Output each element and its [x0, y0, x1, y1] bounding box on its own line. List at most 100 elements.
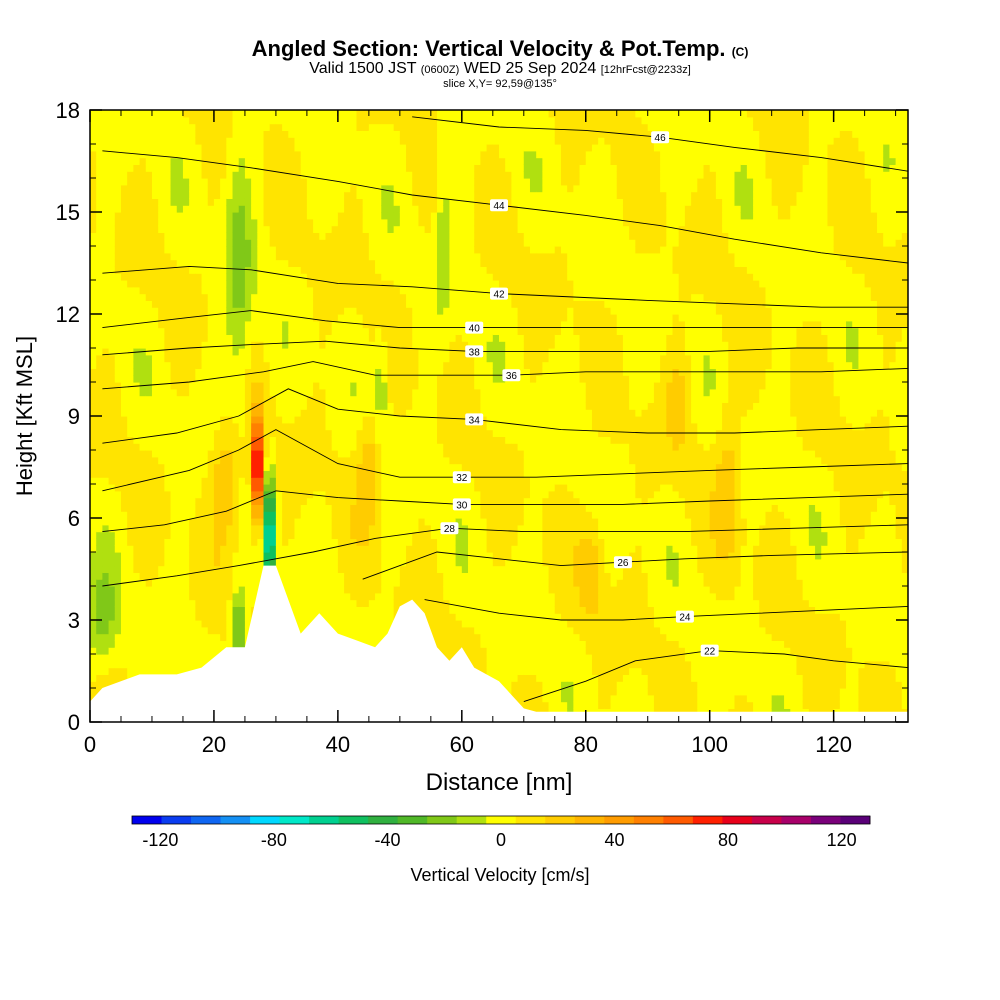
velocity-cell: [412, 430, 419, 437]
velocity-cell: [158, 606, 165, 613]
velocity-cell: [276, 423, 283, 430]
velocity-cell: [394, 362, 401, 369]
velocity-cell: [313, 566, 320, 573]
velocity-cell: [214, 600, 221, 607]
velocity-cell: [425, 266, 432, 273]
velocity-cell: [356, 124, 363, 131]
velocity-cell: [90, 110, 97, 117]
velocity-cell: [276, 266, 283, 273]
velocity-cell: [195, 280, 202, 287]
velocity-cell: [102, 130, 109, 137]
velocity-cell: [369, 457, 376, 464]
velocity-cell: [189, 164, 196, 171]
velocity-cell: [115, 130, 122, 137]
velocity-cell: [158, 525, 165, 532]
velocity-cell: [375, 477, 382, 484]
velocity-cell: [133, 613, 140, 620]
velocity-cell: [375, 511, 382, 518]
velocity-cell: [152, 382, 159, 389]
velocity-cell: [412, 124, 419, 131]
velocity-cell: [121, 226, 128, 233]
velocity-cell: [338, 307, 345, 314]
velocity-cell: [270, 416, 277, 423]
velocity-cell: [183, 117, 190, 124]
velocity-cell: [164, 389, 171, 396]
velocity-cell: [233, 300, 240, 307]
velocity-cell: [102, 668, 109, 675]
velocity-cell: [418, 341, 425, 348]
velocity-cell: [356, 409, 363, 416]
velocity-cell: [264, 124, 271, 131]
velocity-cell: [171, 423, 178, 430]
velocity-cell: [412, 178, 419, 185]
velocity-cell: [251, 572, 258, 579]
velocity-cell: [325, 212, 332, 219]
velocity-cell: [276, 294, 283, 301]
velocity-cell: [239, 280, 246, 287]
velocity-cell: [146, 273, 153, 280]
velocity-cell: [307, 219, 314, 226]
velocity-cell: [319, 389, 326, 396]
velocity-cell: [418, 260, 425, 267]
velocity-cell: [90, 314, 97, 321]
velocity-cell: [332, 287, 339, 294]
velocity-cell: [140, 185, 147, 192]
velocity-cell: [171, 219, 178, 226]
velocity-cell: [202, 613, 209, 620]
velocity-cell: [90, 498, 97, 505]
velocity-cell: [282, 518, 289, 525]
velocity-cell: [189, 321, 196, 328]
velocity-cell: [90, 192, 97, 199]
velocity-cell: [313, 328, 320, 335]
velocity-cell: [115, 525, 122, 532]
velocity-cell: [375, 246, 382, 253]
velocity-cell: [412, 586, 419, 593]
velocity-cell: [220, 477, 227, 484]
velocity-cell: [133, 661, 140, 668]
velocity-cell: [400, 538, 407, 545]
velocity-cell: [381, 491, 388, 498]
velocity-cell: [295, 110, 302, 117]
velocity-cell: [400, 117, 407, 124]
velocity-cell: [282, 566, 289, 573]
velocity-cell: [239, 491, 246, 498]
velocity-cell: [400, 552, 407, 559]
velocity-cell: [418, 443, 425, 450]
velocity-cell: [394, 559, 401, 566]
velocity-cell: [270, 280, 277, 287]
velocity-cell: [115, 443, 122, 450]
velocity-cell: [146, 164, 153, 171]
velocity-cell: [202, 355, 209, 362]
velocity-cell: [202, 620, 209, 627]
velocity-cell: [282, 144, 289, 151]
velocity-cell: [332, 443, 339, 450]
velocity-cell: [406, 239, 413, 246]
velocity-cell: [171, 600, 178, 607]
velocity-cell: [102, 661, 109, 668]
velocity-cell: [109, 545, 116, 552]
velocity-cell: [394, 205, 401, 212]
velocity-cell: [208, 552, 215, 559]
velocity-cell: [195, 572, 202, 579]
velocity-cell: [140, 110, 147, 117]
velocity-cell: [189, 246, 196, 253]
velocity-cell: [350, 110, 357, 117]
velocity-cell: [202, 518, 209, 525]
velocity-cell: [264, 355, 271, 362]
velocity-cell: [356, 430, 363, 437]
velocity-cell: [319, 253, 326, 260]
velocity-cell: [369, 239, 376, 246]
velocity-cell: [387, 593, 394, 600]
velocity-cell: [264, 226, 271, 233]
velocity-cell: [214, 321, 221, 328]
velocity-cell: [115, 124, 122, 131]
velocity-cell: [133, 423, 140, 430]
velocity-cell: [133, 117, 140, 124]
velocity-cell: [189, 117, 196, 124]
velocity-cell: [226, 171, 233, 178]
velocity-cell: [344, 151, 351, 158]
velocity-cell: [239, 266, 246, 273]
velocity-cell: [369, 436, 376, 443]
velocity-cell: [226, 525, 233, 532]
velocity-cell: [325, 375, 332, 382]
